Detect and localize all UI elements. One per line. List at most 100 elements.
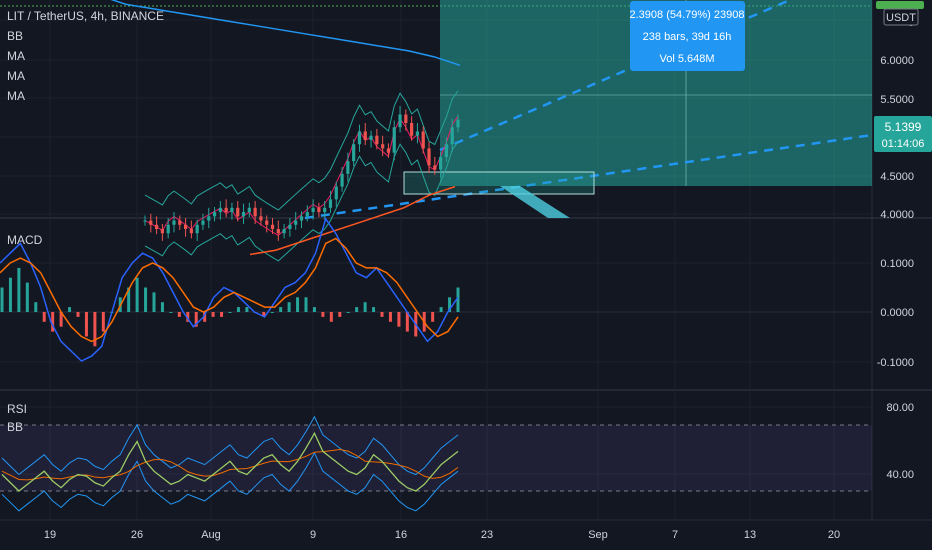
ma-long-line bbox=[110, 0, 461, 67]
currency-label: USDT bbox=[886, 12, 916, 24]
candle-body bbox=[427, 148, 431, 166]
candle-body bbox=[398, 114, 402, 128]
candle-body bbox=[456, 119, 460, 128]
measure-line-3: Vol 5.648M bbox=[659, 53, 714, 65]
candle-body bbox=[172, 220, 176, 225]
candle-body bbox=[433, 165, 437, 170]
rsi-line bbox=[1, 431, 459, 492]
macd-tick-0: 0.1000 bbox=[880, 258, 914, 270]
rsi-bb-upper bbox=[1, 415, 459, 476]
rsi-pane-label[interactable]: RSI bbox=[7, 402, 27, 416]
candle-body bbox=[195, 224, 199, 234]
candle-body bbox=[154, 224, 159, 230]
symbol-title[interactable]: LIT / TetherUS, 4h, BINANCE bbox=[7, 9, 164, 23]
macd-bar bbox=[405, 312, 409, 332]
candle-body bbox=[183, 224, 188, 230]
measure-tooltip-box bbox=[630, 1, 745, 71]
time-tick-1: 26 bbox=[131, 529, 143, 541]
rsi-bb-label[interactable]: BB bbox=[7, 420, 23, 434]
candle-body bbox=[328, 199, 333, 208]
time-tick-labels: 19 26 Aug 9 16 23 Sep 7 13 20 bbox=[44, 529, 840, 541]
candle-body bbox=[334, 186, 338, 200]
macd-tick-1: 0.0000 bbox=[880, 307, 914, 319]
candle-body bbox=[346, 161, 350, 174]
macd-bar bbox=[431, 312, 435, 322]
candle-body bbox=[224, 207, 228, 213]
bb-upper bbox=[144, 90, 459, 211]
macd-bar bbox=[17, 267, 21, 312]
macd-bar bbox=[34, 302, 38, 312]
rsi-tick-1: 40.00 bbox=[886, 469, 914, 481]
macd-bar bbox=[287, 302, 291, 312]
macd-bar bbox=[338, 312, 342, 317]
macd-bar bbox=[355, 307, 359, 312]
candle-body bbox=[404, 114, 408, 123]
candle-body bbox=[241, 212, 246, 217]
macd-bar bbox=[439, 307, 443, 312]
candle-body bbox=[375, 135, 379, 145]
time-tick-2: Aug bbox=[201, 529, 221, 541]
candle-body bbox=[392, 127, 396, 153]
candle-body bbox=[212, 212, 217, 217]
macd-bar bbox=[262, 312, 266, 317]
measure-line-1: 2.3908 (54.79%) 23908 bbox=[630, 9, 745, 21]
candle-body bbox=[294, 220, 298, 225]
macd-bar bbox=[397, 312, 401, 327]
candle-body bbox=[143, 220, 147, 222]
candle-body bbox=[218, 207, 222, 213]
macd-bar bbox=[93, 312, 97, 347]
macd-bar bbox=[169, 312, 173, 313]
candle-body bbox=[444, 144, 449, 157]
candle-body bbox=[247, 207, 251, 213]
last-price-badge bbox=[874, 116, 932, 152]
macd-bar bbox=[135, 277, 139, 312]
macd-bar bbox=[25, 282, 29, 312]
macd-bar bbox=[312, 307, 316, 312]
macd-bar bbox=[296, 297, 300, 312]
price-axis[interactable] bbox=[872, 0, 932, 550]
bar-countdown: 01:14:06 bbox=[882, 138, 925, 150]
time-tick-3: 9 bbox=[310, 529, 316, 541]
candle-body bbox=[178, 220, 182, 225]
macd-bar bbox=[363, 302, 367, 312]
macd-bar bbox=[42, 312, 46, 322]
candle-body bbox=[386, 148, 391, 153]
candle-body bbox=[381, 144, 385, 149]
time-tick-6: Sep bbox=[588, 529, 608, 541]
signal-line bbox=[0, 237, 459, 343]
candle-body bbox=[421, 131, 425, 149]
indicator-label-ma-3[interactable]: MA bbox=[7, 89, 25, 103]
candle-body bbox=[305, 212, 309, 217]
indicator-label-ma-2[interactable]: MA bbox=[7, 69, 25, 83]
candle-body bbox=[317, 207, 321, 213]
candle-body bbox=[410, 122, 414, 136]
candle-body bbox=[369, 135, 373, 140]
macd-bar bbox=[59, 312, 63, 327]
currency-badge[interactable] bbox=[883, 8, 919, 26]
macd-bar bbox=[211, 312, 215, 317]
measure-tooltip[interactable]: 2.3908 (54.79%) 23908 238 bars, 39d 16h … bbox=[630, 1, 745, 71]
bb-lower bbox=[144, 141, 459, 262]
measure-line-2: 238 bars, 39d 16h bbox=[643, 31, 732, 43]
macd-bar bbox=[279, 307, 283, 312]
time-tick-5: 23 bbox=[481, 529, 493, 541]
candle-body bbox=[253, 207, 257, 217]
last-price-value: 5.1399 bbox=[885, 120, 922, 134]
indicator-label-bb[interactable]: BB bbox=[7, 29, 23, 43]
macd-bar bbox=[220, 312, 224, 317]
candle-body bbox=[276, 229, 280, 234]
macd-pane-label[interactable]: MACD bbox=[7, 233, 43, 247]
macd-bar bbox=[456, 287, 460, 312]
candle-body bbox=[282, 229, 286, 234]
time-tick-4: 16 bbox=[395, 529, 407, 541]
macd-bar bbox=[186, 312, 190, 322]
rsi-bb-lower bbox=[1, 451, 459, 512]
indicator-label-ma-1[interactable]: MA bbox=[7, 49, 25, 63]
macd-bar bbox=[68, 307, 72, 312]
candles bbox=[143, 106, 460, 241]
time-tick-0: 19 bbox=[44, 529, 56, 541]
candle-body bbox=[149, 220, 153, 225]
macd-bar bbox=[304, 297, 308, 312]
range-box[interactable] bbox=[403, 171, 595, 195]
